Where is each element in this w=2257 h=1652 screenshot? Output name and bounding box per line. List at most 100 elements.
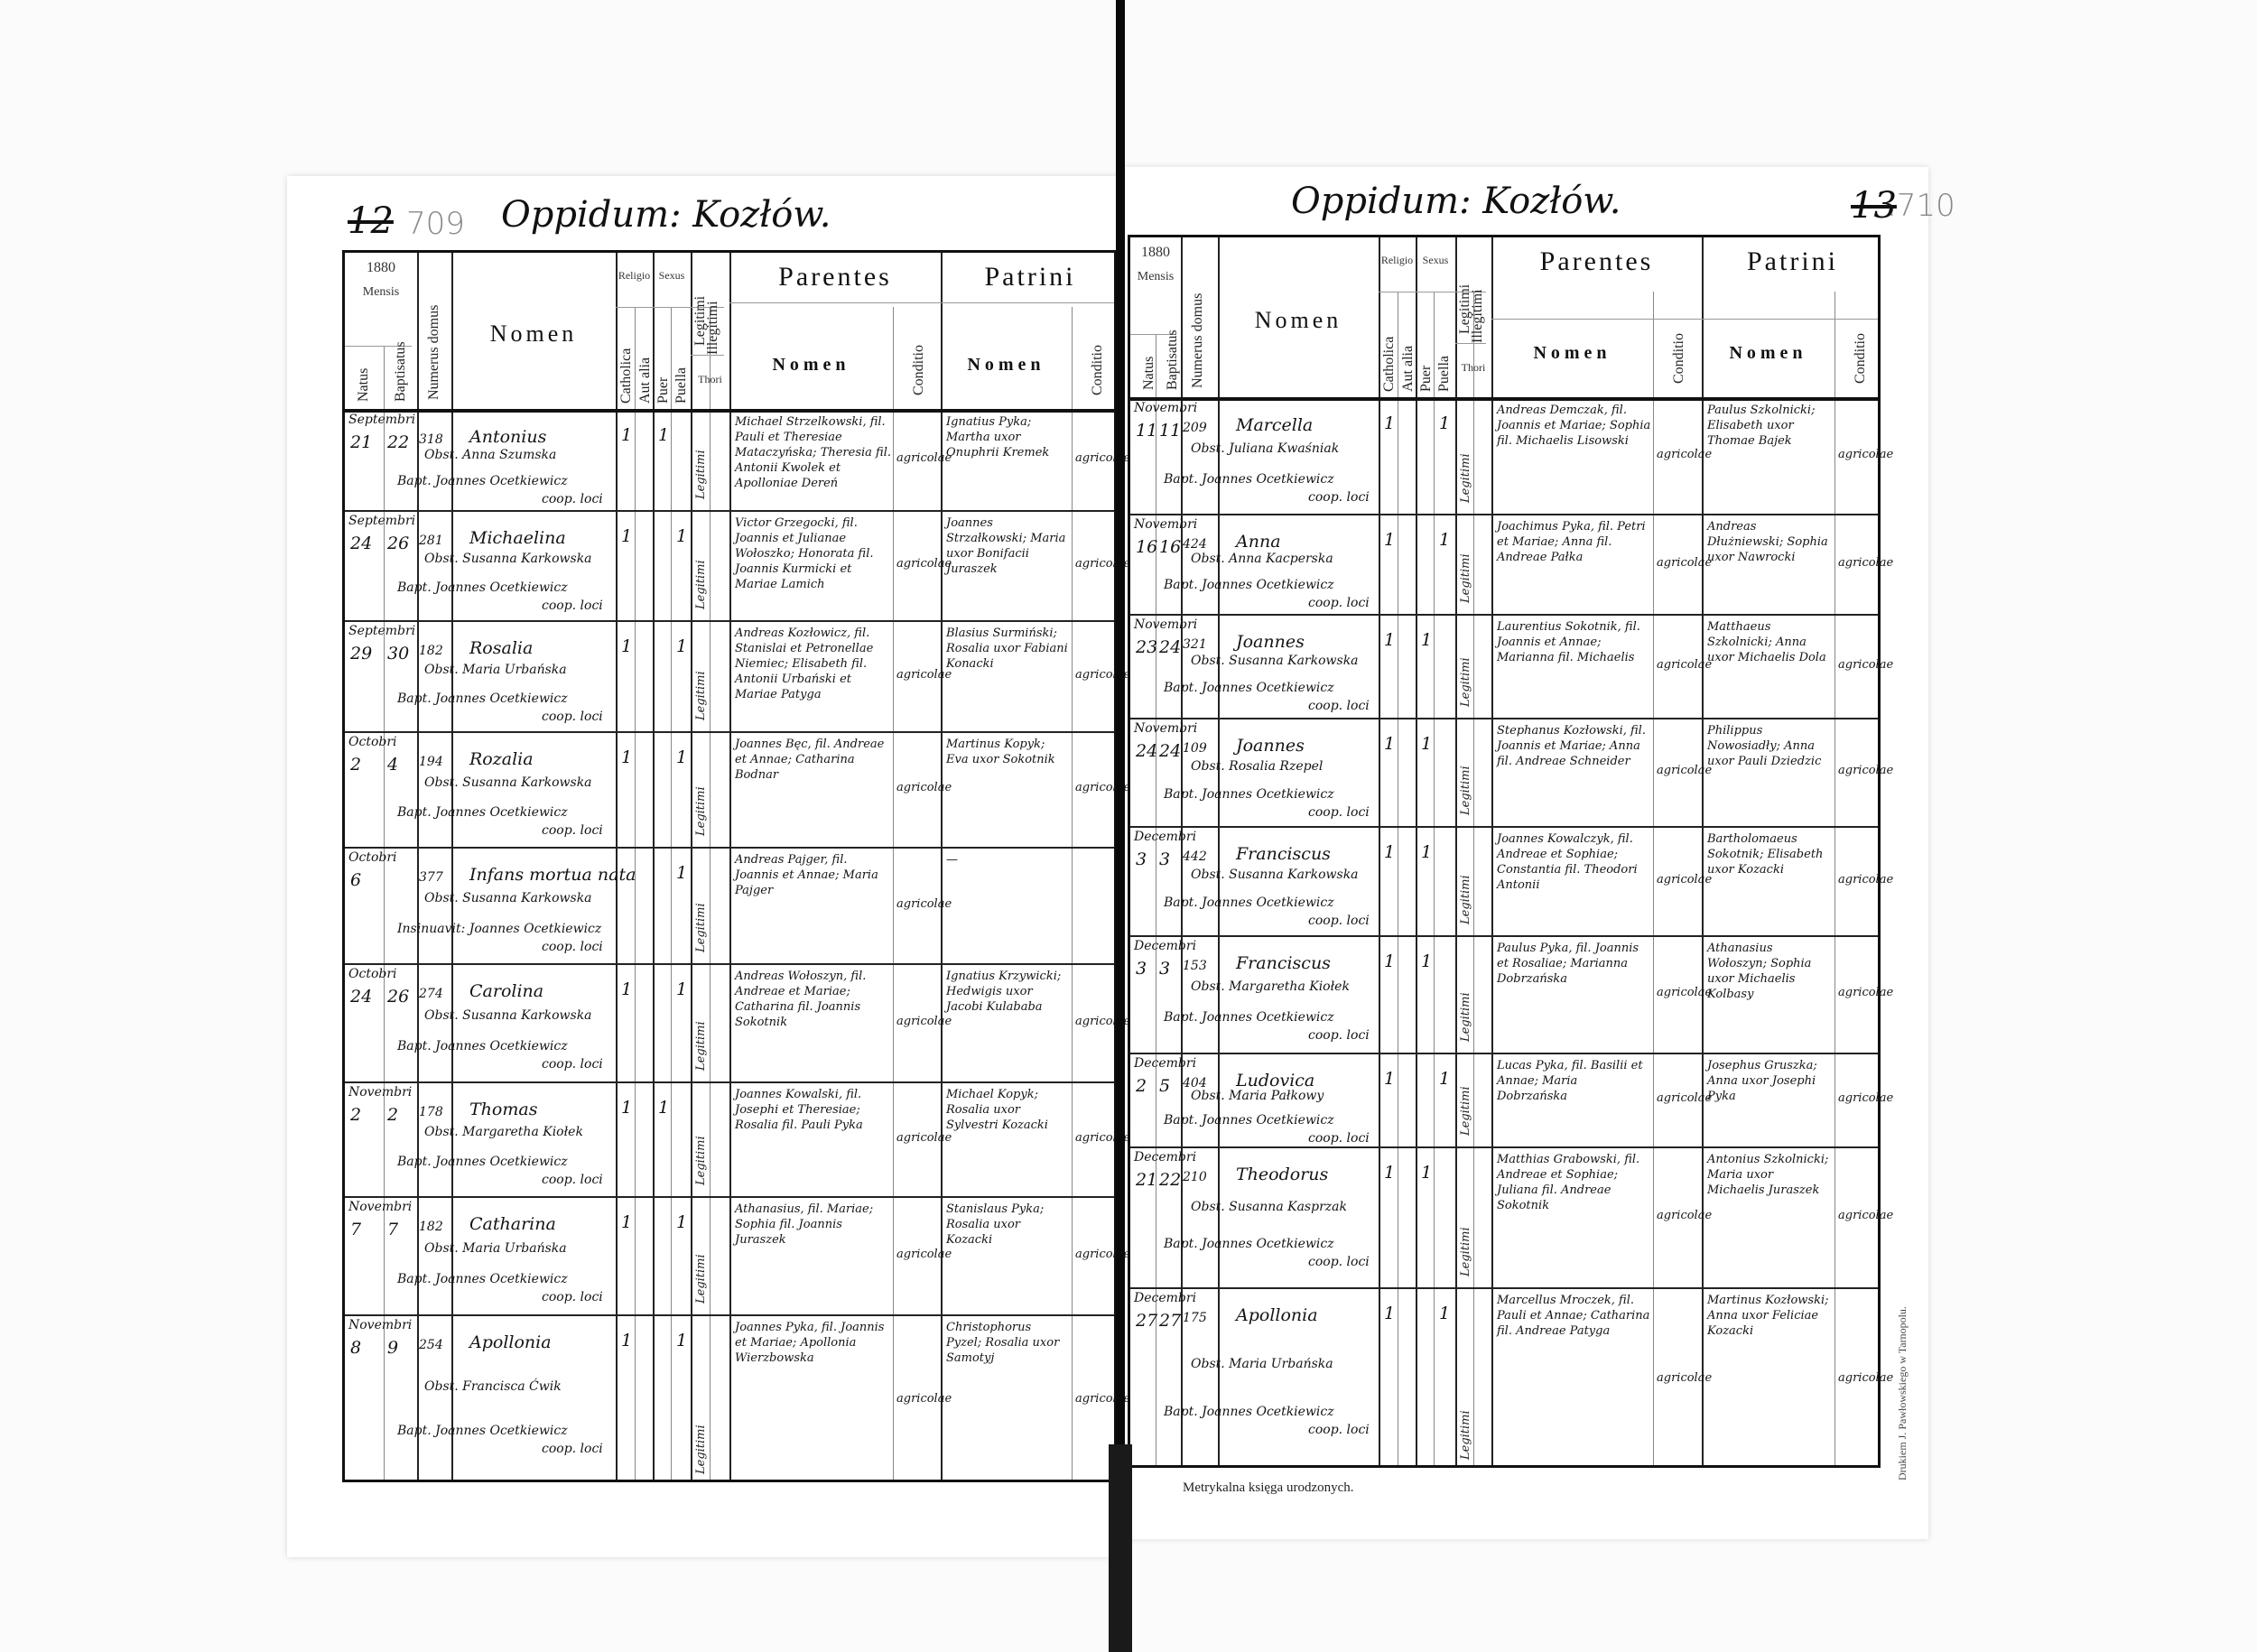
entry-baptizer: Bapt. Joannes Ocetkiewicz [1164, 1112, 1334, 1128]
entry-month: Novembri [1134, 401, 1198, 415]
register-entry-row: Novembri 16 16 424 Anna Obst. Anna Kacperska B… [1130, 514, 1893, 614]
entry-month: Novembri [348, 1200, 413, 1214]
entry-midwife: Obst. Susanna Karkowska [424, 552, 592, 567]
entry-child-name: Thomas [469, 1100, 538, 1119]
entry-godparents-condition: agricolae [1838, 986, 1894, 999]
entry-catholica-mark: 1 [1384, 1163, 1396, 1183]
book-title-footer: Metrykalna księga urodzonych. [1183, 1480, 1354, 1495]
entry-natus-day: 7 [350, 1220, 362, 1239]
puella-label: Puella [673, 367, 689, 404]
entry-midwife: Obst. Margaretha Kiołek [424, 1125, 583, 1140]
parentes-nomen-label: Nomen [772, 355, 850, 375]
entry-natus-day: 3 [1136, 959, 1147, 979]
puer-label: Puer [655, 376, 671, 404]
entry-month: Octobri [348, 850, 397, 865]
entry-godparents: Joannes Strzałkowski; Maria uxor Bonifac… [946, 516, 1066, 576]
entry-legitimi-mark: Legitimi [1459, 992, 1472, 1042]
entry-baptizer: Bapt. Joannes Ocetkiewicz [1164, 471, 1334, 487]
entry-house-number: 194 [419, 755, 443, 769]
entry-parents-condition: agricolae [896, 1014, 952, 1028]
entry-sex-mark: 1 [1421, 1163, 1433, 1183]
entry-baptisatus-day: 4 [387, 755, 399, 775]
row-divider [345, 1081, 1114, 1083]
entry-parents: Andreas Wołoszyn, fil. Andreae et Mariae… [735, 970, 867, 1029]
entry-godparents-condition: agricolae [1075, 451, 1131, 465]
entry-parents: Paulus Pyka, fil. Joannis et Rosaliae; M… [1497, 942, 1639, 986]
entry-house-number: 424 [1183, 537, 1207, 552]
entry-baptizer: Bapt. Joannes Ocetkiewicz [397, 1038, 568, 1053]
register-entry-row: Novembri 7 7 182 Catharina Obst. Maria Urbańs… [345, 1196, 1130, 1314]
mensis-label: Mensis [1137, 270, 1175, 283]
sexus-label: Sexus [658, 269, 685, 282]
entry-baptizer-role: coop. loci [1308, 1254, 1370, 1269]
entry-house-number: 182 [419, 1220, 443, 1234]
entry-godparents-condition: agricolae [1838, 1091, 1894, 1105]
date-subheader-rule [1130, 334, 1175, 335]
sexus-label: Sexus [1422, 254, 1449, 266]
entry-baptizer: Bapt. Joannes Ocetkiewicz [1164, 1236, 1334, 1251]
entry-parents-condition: agricolae [1657, 1370, 1713, 1385]
entry-child-name: Antonius [469, 427, 547, 447]
entry-parents: Lucas Pyka, fil. Basilii et Annae; Maria… [1497, 1059, 1643, 1103]
entry-godparents: Bartholomaeus Sokotnik; Elisabeth uxor K… [1707, 832, 1824, 877]
entry-house-number: 274 [419, 987, 443, 1001]
entry-natus-day: 2 [1136, 1076, 1147, 1096]
entry-legitimi-mark: Legitimi [1459, 766, 1472, 815]
entry-legitimi-mark: Legitimi [1459, 875, 1472, 924]
column-divider [1416, 237, 1417, 1465]
entry-baptisatus-day: 5 [1159, 1076, 1171, 1096]
catholica-label: Catholica [618, 348, 634, 404]
parentes-conditio-label: Conditio [911, 344, 926, 395]
entry-house-number: 182 [419, 644, 443, 658]
puer-label: Puer [1418, 365, 1434, 392]
entry-parents: Joachimus Pyka, fil. Petri et Mariae; An… [1497, 520, 1646, 564]
entry-baptizer: Bapt. Joannes Ocetkiewicz [1164, 578, 1334, 593]
entry-baptizer-role: coop. loci [1308, 489, 1370, 505]
entry-catholica-mark: 1 [621, 979, 633, 999]
column-divider [710, 307, 711, 1480]
entry-month: Novembri [1134, 617, 1198, 632]
row-divider [345, 620, 1114, 622]
left-old-page-number: 12 [348, 200, 394, 242]
entry-baptizer: Bapt. Joannes Ocetkiewicz [397, 691, 568, 706]
entry-godparents: Martinus Kozłowski; Anna uxor Feliciae K… [1707, 1294, 1829, 1338]
entry-baptizer-role: coop. loci [542, 939, 603, 954]
patrini-conditio-label: Conditio [1853, 332, 1868, 384]
entry-catholica-mark: 1 [1384, 842, 1396, 862]
row-divider [1130, 1146, 1878, 1148]
entry-baptisatus-day: 24 [1159, 637, 1182, 657]
header-bottom-rule [345, 409, 1114, 413]
entry-month: Septembri [348, 413, 416, 427]
entry-baptizer: Bapt. Joannes Ocetkiewicz [1164, 680, 1334, 695]
entry-legitimi-mark: Legitimi [1459, 553, 1472, 603]
entry-baptizer-role: coop. loci [1308, 1422, 1370, 1437]
entry-midwife: Obst. Anna Szumska [424, 447, 557, 462]
entry-sex-mark: 1 [658, 1098, 670, 1118]
entry-midwife: Obst. Maria Pałkowy [1191, 1088, 1324, 1103]
entry-sex-mark: 1 [1421, 630, 1433, 650]
row-divider [345, 510, 1114, 512]
entry-godparents: Ignatius Krzywicki; Hedwigis uxor Jacobi… [946, 970, 1062, 1014]
entry-month: Novembri [348, 1318, 413, 1332]
entry-natus-day: 21 [350, 432, 373, 452]
entry-month: Decembri [1134, 830, 1197, 844]
entry-baptisatus-day: 7 [387, 1220, 399, 1239]
entry-legitimi-mark: Legitimi [694, 671, 708, 720]
entry-midwife: Obst. Margaretha Kiołek [1191, 979, 1350, 995]
entry-midwife: Obst. Susanna Karkowska [424, 775, 592, 790]
entry-parents: Joannes Kowalczyk, fil. Andreae et Sophi… [1497, 832, 1638, 892]
thori-label: Thori [1461, 361, 1486, 374]
aut-alia-label: Aut alia [637, 357, 653, 404]
parentes-subheader-rule [729, 302, 1114, 303]
printer-imprint: Drukiem J. Pawłowskiego w Tarnopolu. [1896, 1306, 1909, 1480]
entry-parents: Andreas Kozłowicz, fil. Stanislai et Pet… [735, 626, 874, 701]
row-divider [1130, 935, 1878, 937]
entry-catholica-mark: 1 [1384, 1304, 1396, 1323]
natus-label: Natus [356, 367, 371, 402]
entry-catholica-mark: 1 [1384, 530, 1396, 550]
register-entry-row: Octobri 6 377 Infans mortua nata Obst. Susan… [345, 847, 1119, 963]
entry-natus-day: 6 [350, 870, 362, 890]
entry-legitimi-mark: Legitimi [694, 1021, 708, 1071]
entry-natus-day: 16 [1136, 537, 1158, 557]
register-entry-row: Novembri 8 9 254 Apollonia Obst. Francisca Ćw… [345, 1314, 1130, 1485]
